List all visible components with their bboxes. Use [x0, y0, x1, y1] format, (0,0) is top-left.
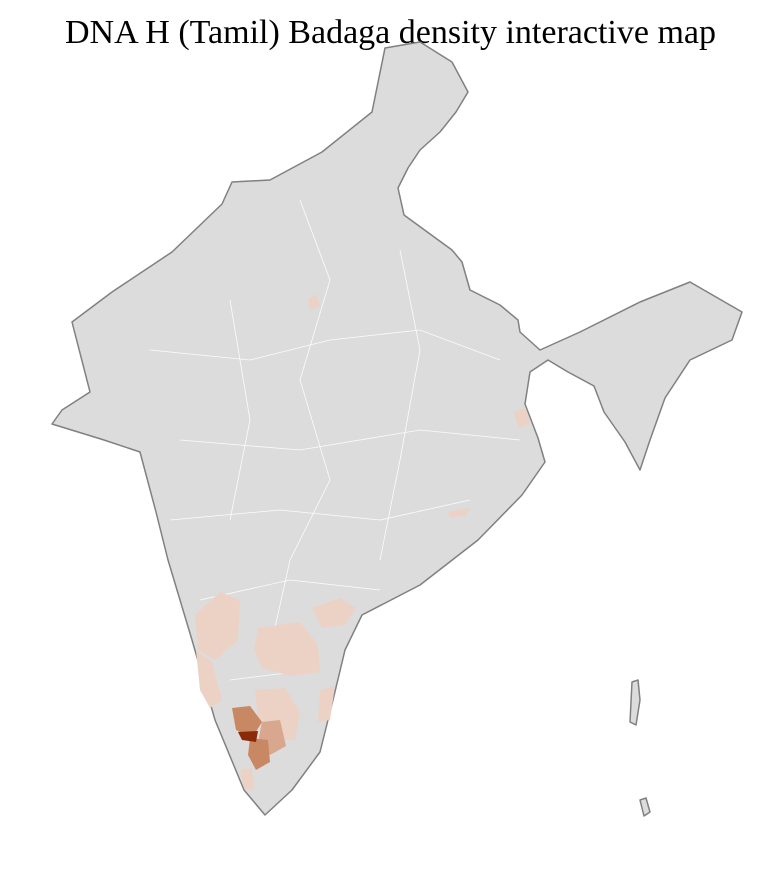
map-title: DNA H (Tamil) Badaga density interactive…	[65, 14, 716, 51]
india-landmass	[51, 41, 743, 817]
region-kerala-south[interactable]	[240, 768, 254, 790]
nicobar-islands[interactable]	[639, 797, 651, 817]
region-anantapur-kurnool[interactable]	[254, 622, 320, 676]
andaman-islands[interactable]	[629, 679, 641, 726]
district-lines	[149, 199, 521, 681]
region-krishna[interactable]	[318, 686, 335, 722]
region-odisha-spot[interactable]	[448, 508, 470, 517]
region-uttar-pradesh-spot[interactable]	[308, 294, 320, 310]
density-regions	[195, 294, 530, 790]
region-coimbatore[interactable]	[248, 738, 270, 770]
region-mysuru-area[interactable]	[232, 706, 262, 738]
region-nilgiris[interactable]	[238, 731, 258, 742]
region-west-coast[interactable]	[196, 650, 222, 708]
region-nellore[interactable]	[312, 598, 356, 628]
region-north-karnataka[interactable]	[195, 592, 240, 660]
region-west-bengal-spot[interactable]	[514, 408, 530, 428]
